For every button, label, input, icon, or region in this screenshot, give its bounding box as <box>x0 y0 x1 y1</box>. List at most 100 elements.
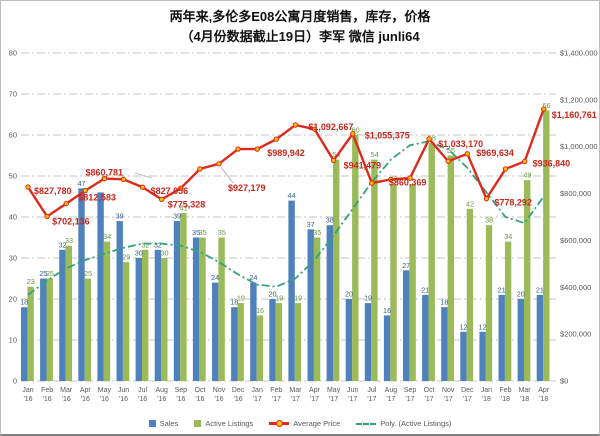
active-listings-bar <box>466 208 474 381</box>
sales-value-label: 39 <box>116 212 124 221</box>
active-listings-value-label: 19 <box>294 294 302 303</box>
x-axis-month-label: Sep <box>175 387 188 394</box>
x-axis-month-label: Jan <box>481 387 492 394</box>
sales-value-label: 21 <box>536 285 544 294</box>
x-axis-month-label: Oct <box>424 387 435 394</box>
active-listings-bar <box>122 262 130 381</box>
active-listings-value-label: 66 <box>542 101 550 110</box>
average-price-marker <box>216 161 222 167</box>
x-axis-month-label: Jun <box>118 387 129 394</box>
active-listings-value-label: 35 <box>199 228 207 237</box>
sales-bar <box>288 200 295 381</box>
sales-value-label: 30 <box>135 249 143 258</box>
active-listings-value-label: 25 <box>84 269 92 278</box>
x-axis-month-label: Aug <box>385 387 398 394</box>
average-price-marker <box>101 175 108 182</box>
x-axis-month-label: Sep <box>404 387 417 394</box>
x-axis-month-label: Nov <box>213 387 226 394</box>
active-listings-value-label: 19 <box>237 294 245 303</box>
active-listings-bar <box>84 278 92 381</box>
active-listings-value-label: 19 <box>275 294 283 303</box>
chart-title: 两年来,多伦多E08公寓月度销售，库存，价格 （4月份数据截止19日）李军 微信… <box>1 7 599 46</box>
price-label: $702,136 <box>52 216 90 226</box>
average-price-marker <box>330 157 337 164</box>
active-listings-value-label: 25 <box>46 269 54 278</box>
y-axis-left-tick-label: 10 <box>9 336 17 345</box>
sales-bar <box>498 294 505 381</box>
active-listings-value-label: 29 <box>122 253 130 262</box>
average-price-marker <box>63 200 69 207</box>
sales-bar <box>441 307 448 381</box>
x-axis-year-label: '16 <box>234 396 243 403</box>
x-axis-year-label: '17 <box>253 396 262 403</box>
average-price-marker <box>426 136 432 142</box>
sales-value-label: 12 <box>459 322 467 331</box>
y-axis-right-tick-label: $1,400,000 <box>560 49 598 58</box>
sales-bar <box>59 249 66 381</box>
sales-value-label: 24 <box>249 273 257 282</box>
sales-value-label: 39 <box>173 212 181 221</box>
average-price-marker <box>445 158 451 164</box>
sales-value-label: 24 <box>211 273 219 282</box>
sales-value-label: 18 <box>440 298 448 307</box>
price-label: $927,179 <box>228 183 266 193</box>
average-price-marker <box>120 176 127 183</box>
sales-value-label: 18 <box>20 298 28 307</box>
x-axis-month-label: Feb <box>41 387 53 394</box>
active-listings-value-label: 41 <box>180 203 188 212</box>
active-listings-value-label: 30 <box>160 249 168 258</box>
price-label: $989,942 <box>267 148 305 158</box>
x-axis-year-label: '16 <box>23 396 32 403</box>
sales-value-label: 20 <box>517 290 525 299</box>
x-axis-year-label: '18 <box>482 396 491 403</box>
y-axis-right-tick-label: $200,000 <box>560 330 591 339</box>
active-listings-bar <box>218 237 225 381</box>
x-axis-month-label: Jul <box>138 387 147 394</box>
average-price-line <box>26 108 545 219</box>
x-axis-month-label: Dec <box>232 387 245 394</box>
sales-bar <box>326 225 333 381</box>
y-axis-left-tick-label: 60 <box>9 131 17 140</box>
active-listings-bar <box>409 184 416 381</box>
sales-bar <box>116 221 123 381</box>
active-listings-bar <box>428 143 435 381</box>
average-price-marker <box>197 166 203 172</box>
average-price-marker <box>235 146 241 152</box>
x-axis-month-label: Mar <box>519 387 532 394</box>
price-label: $778,292 <box>494 198 532 208</box>
average-price-marker <box>483 195 490 202</box>
legend-item-active-listings: Active Listings <box>194 419 253 428</box>
price-label: $1,160,761 <box>552 110 597 120</box>
x-axis-month-label: Apr <box>309 387 321 394</box>
active-listings-value-label: 23 <box>27 277 35 286</box>
y-axis-left-tick-label: 30 <box>9 254 17 263</box>
x-axis-year-label: '16 <box>176 396 185 403</box>
x-axis-year-label: '17 <box>425 396 434 403</box>
sales-bar <box>364 303 372 381</box>
x-axis-year-label: '16 <box>62 396 71 403</box>
legend-label-poly-trendline: Poly. (Active Listings) <box>380 419 452 428</box>
active-listings-value-label: 35 <box>313 228 321 237</box>
active-listings-value-label: 16 <box>256 306 264 315</box>
average-price-marker <box>254 146 260 152</box>
price-label: $941,479 <box>344 160 382 170</box>
legend-item-poly-trendline: Poly. (Active Listings) <box>356 419 451 428</box>
average-price-marker <box>521 158 528 165</box>
x-axis-month-label: May <box>327 387 341 394</box>
sales-value-label: 38 <box>326 216 334 225</box>
sales-bar <box>403 270 410 381</box>
poly-trendline-swatch-icon <box>356 422 377 425</box>
active-listings-bar <box>103 241 111 381</box>
x-axis-year-label: '17 <box>348 396 357 403</box>
active-listings-value-label: 33 <box>65 236 73 245</box>
active-listings-value-label: 34 <box>103 232 111 241</box>
x-axis-year-label: '17 <box>291 396 300 403</box>
average-price-marker <box>178 185 184 191</box>
active-listings-bar <box>161 258 168 381</box>
sales-bar <box>307 229 314 381</box>
sales-bar <box>78 188 85 381</box>
sales-bar <box>250 282 257 381</box>
legend-label-average-price: Average Price <box>293 419 341 428</box>
active-listings-bar <box>390 184 397 381</box>
